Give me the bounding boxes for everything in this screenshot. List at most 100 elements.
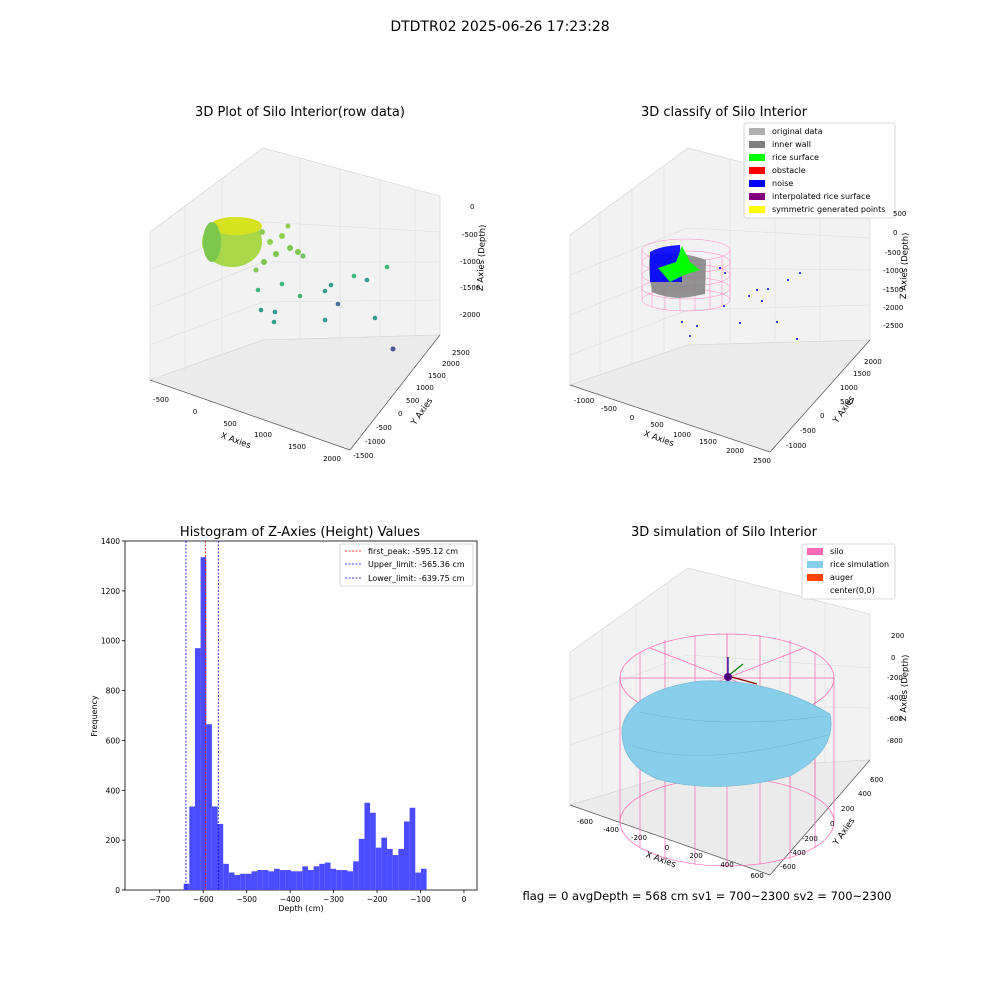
classify-title: 3D classify of Silo Interior xyxy=(641,105,808,120)
sim-z-label: Z Axies (Depth) xyxy=(899,654,911,721)
svg-text:600: 600 xyxy=(750,872,763,880)
svg-text:2500: 2500 xyxy=(452,349,470,357)
hist-legend-frame xyxy=(339,543,474,587)
legend-swatch-original xyxy=(749,128,765,135)
svg-text:600: 600 xyxy=(870,776,883,784)
legend-label-rice-surface: rice surface xyxy=(772,153,819,162)
hist-bar xyxy=(375,847,382,890)
hist-x-tick-label: −200 xyxy=(367,895,388,904)
hist-y-tick-label: 600 xyxy=(106,736,121,745)
hist-bar xyxy=(296,871,303,890)
hist-x-tick-label: −400 xyxy=(280,895,301,904)
svg-text:-600: -600 xyxy=(887,715,903,723)
sim-rice-surface xyxy=(621,680,832,787)
svg-text:-400: -400 xyxy=(887,694,903,702)
panel-classify-3d: 3D classify of Silo Interior xyxy=(569,105,911,465)
legend-swatch-rice-surface xyxy=(749,154,765,161)
raw-z-label: Z Axies (Depth) xyxy=(476,224,488,291)
svg-text:-1000: -1000 xyxy=(365,438,385,446)
raw-point xyxy=(287,245,293,251)
svg-text:1500: 1500 xyxy=(288,443,306,451)
svg-text:0: 0 xyxy=(893,229,897,237)
svg-text:-1500: -1500 xyxy=(460,284,480,292)
hist-y-ticks: 0 200 400 600 800 1000 1200 1400 xyxy=(101,537,125,895)
legend-label-inner-wall: inner wall xyxy=(772,140,811,149)
svg-text:200: 200 xyxy=(689,852,702,860)
hist-bar xyxy=(353,861,359,890)
hist-x-ticks: −700 −600 −500 −400 −300 −200 −100 0 xyxy=(149,890,467,904)
svg-text:0: 0 xyxy=(470,203,474,211)
raw-point xyxy=(272,309,278,315)
legend-label-original: original data xyxy=(772,127,823,136)
classify-legend-frame xyxy=(743,122,896,219)
legend-swatch-silo xyxy=(807,548,823,555)
svg-text:200: 200 xyxy=(891,632,904,640)
raw-point xyxy=(322,288,328,294)
raw-point xyxy=(261,259,267,265)
svg-text:-2000: -2000 xyxy=(460,311,480,319)
hist-x-tick-label: 0 xyxy=(462,895,467,904)
hist-bar xyxy=(370,812,376,890)
svg-text:1000: 1000 xyxy=(673,431,691,439)
svg-text:-600: -600 xyxy=(780,863,796,871)
svg-text:-1000: -1000 xyxy=(460,258,480,266)
hist-bar xyxy=(285,870,292,890)
hist-y-tick-label: 400 xyxy=(106,786,121,795)
hist-x-tick-label: −300 xyxy=(323,895,344,904)
hist-bar xyxy=(302,866,308,890)
svg-text:0: 0 xyxy=(665,844,669,852)
hist-bar xyxy=(319,863,325,890)
raw-point xyxy=(267,239,273,245)
legend-swatch-rice xyxy=(807,561,823,568)
raw-dense-cluster-top xyxy=(210,217,262,235)
hist-bar xyxy=(194,648,201,890)
hist-bar xyxy=(200,557,207,890)
raw-x-label: X Axies xyxy=(219,431,252,451)
legend-first-peak: first_peak: -595.12 cm xyxy=(368,547,458,556)
legend-swatch-symmetric xyxy=(749,206,765,213)
svg-text:2000: 2000 xyxy=(323,455,341,463)
svg-text:500: 500 xyxy=(893,210,906,218)
hist-bar xyxy=(206,724,212,890)
hist-bar xyxy=(257,870,263,890)
svg-text:2000: 2000 xyxy=(442,360,460,368)
hist-bar xyxy=(364,802,371,890)
hist-bar xyxy=(262,870,269,890)
legend-swatch-interpolated xyxy=(749,193,765,200)
classify-y-ticks: -1000 -500 0 500 1000 1500 2000 xyxy=(786,358,882,450)
hist-bar xyxy=(387,848,393,890)
legend-swatch-auger xyxy=(807,574,823,581)
legend-swatch-inner-wall xyxy=(749,141,765,148)
legend-swatch-noise xyxy=(749,180,765,187)
panel-histogram: Histogram of Z-Axies (Height) Values −70… xyxy=(90,525,478,913)
raw-point xyxy=(364,277,370,283)
raw-point xyxy=(253,267,259,273)
hist-bar xyxy=(251,871,258,890)
hist-x-label: Depth (cm) xyxy=(278,904,323,913)
svg-text:-800: -800 xyxy=(887,737,903,745)
hist-bar xyxy=(189,806,195,890)
hist-bar xyxy=(223,863,229,890)
hist-bar xyxy=(392,855,399,890)
raw-cluster-edge xyxy=(203,222,221,262)
raw-point xyxy=(255,287,261,293)
svg-text:2000: 2000 xyxy=(864,358,882,366)
hist-bars xyxy=(183,557,427,890)
hist-title: Histogram of Z-Axies (Height) Values xyxy=(180,525,420,540)
hist-y-label: Frequency xyxy=(90,695,99,737)
svg-text:-500: -500 xyxy=(153,396,169,404)
sim-center-arrows xyxy=(724,657,758,685)
hist-y-tick-label: 800 xyxy=(106,687,121,696)
hist-plot-frame xyxy=(124,540,478,891)
panel-simulation-3d: 3D simulation of Silo Interior xyxy=(569,525,911,880)
raw-point xyxy=(322,317,328,323)
raw-point xyxy=(328,282,334,288)
raw-x-ticks: -500 0 500 1000 1500 2000 xyxy=(153,396,341,463)
svg-text:500: 500 xyxy=(406,397,419,405)
hist-bar xyxy=(240,873,246,890)
sim-y-ticks: -600 -400 -200 0 200 400 600 xyxy=(780,776,883,871)
svg-text:2000: 2000 xyxy=(726,447,744,455)
svg-text:-2500: -2500 xyxy=(883,322,903,330)
classify-data-cloud xyxy=(641,238,801,340)
